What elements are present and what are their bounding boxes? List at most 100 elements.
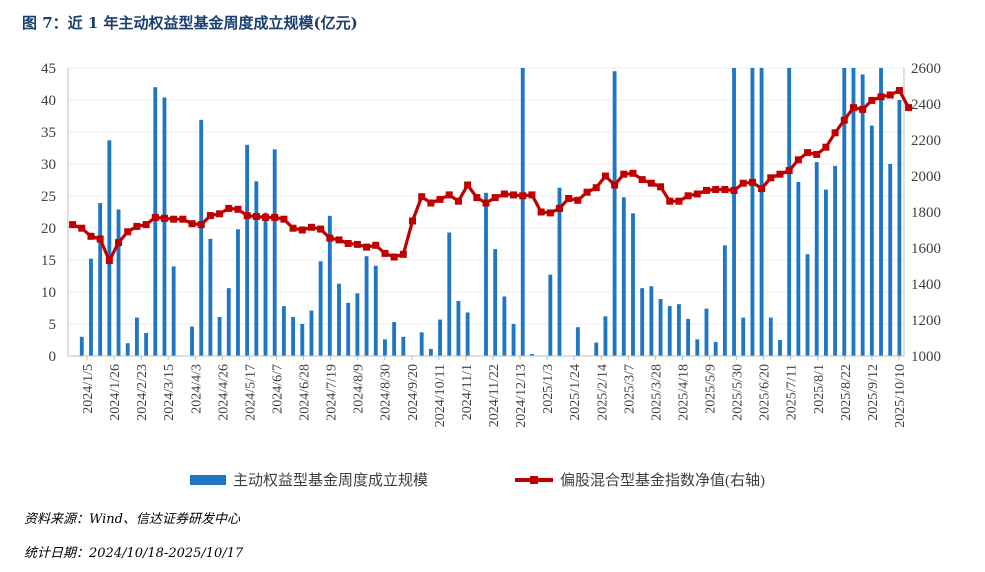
bar [879,68,883,356]
bar [530,354,534,356]
bar [511,324,516,356]
line-point [445,191,453,199]
line-point [583,188,591,196]
bar [520,68,525,356]
bar [364,256,369,356]
bar [153,87,158,356]
x-tick-label: 2024/12/13 [514,364,529,428]
bar [309,310,314,356]
line-point [565,195,573,202]
bar [594,342,599,356]
bar [741,317,746,356]
line-point [813,150,821,158]
line-point [188,220,196,228]
line-point [785,167,793,175]
line-point [409,217,417,225]
line-point [693,190,701,198]
line-point [105,257,113,265]
bar [851,68,856,356]
x-tick-label: 2024/4/3 [189,364,204,414]
line-point [684,192,692,200]
x-tick-label: 2025/6/20 [758,364,773,421]
line-point [151,213,159,221]
bar [116,209,121,356]
bar [337,283,341,356]
x-tick-label: 2024/8/9 [352,364,367,414]
y-left-tick-label: 5 [49,317,57,333]
line-point [160,214,168,222]
bar [603,316,608,356]
legend-line-marker [530,476,538,484]
line-point [849,104,857,112]
bar [428,348,433,356]
line-point [399,250,407,258]
bar [649,286,654,356]
x-tick-label: 2024/11/1 [460,364,475,420]
bar [897,100,902,356]
line-point [262,213,270,221]
line-point [620,170,628,178]
bar [575,327,580,356]
line-point [721,186,729,193]
line-point [289,224,297,232]
line-point [225,204,233,212]
line-point [748,178,756,186]
line-point [436,195,444,203]
line-point [859,105,867,113]
bar [796,181,801,356]
bar [704,308,709,356]
line-point [454,197,462,205]
line-point [794,156,802,164]
bar [318,261,323,356]
bar [226,288,231,356]
source-note: 资料来源：Wind、信达证券研发中心 [24,512,240,527]
line-point [464,181,472,189]
line-point [702,186,710,194]
x-tick-label: 2024/1/26 [108,364,123,421]
bar [401,336,406,356]
x-tick-label: 2024/2/23 [135,364,150,421]
bar [438,319,442,356]
y-right-tick-label: 1800 [911,205,941,221]
date-note: 统计日期：2024/10/18-2025/10/17 [24,546,244,561]
line-point [895,87,903,94]
line-point [804,149,812,157]
bar [502,296,507,356]
y-right-tick-label: 1600 [911,241,941,257]
x-tick-label: 2025/2/14 [595,364,610,421]
line-point [730,186,738,194]
line-point [418,193,426,201]
bar [89,258,93,356]
legend-line-label: 偏股混合型基金指数净值(右轴) [560,472,765,489]
line-point [537,208,545,216]
x-tick-label: 2025/9/12 [866,364,881,421]
bar [171,266,176,356]
line-point [298,226,306,234]
line-point [657,183,665,191]
y-right-tick-labels: 1000 1200 1400 1600 1800 2000 2200 2400 2600 [911,61,941,365]
line-point [243,212,251,220]
bar [759,68,764,356]
x-tick-label: 2025/10/10 [893,364,908,428]
line-point [96,235,104,243]
line-point [886,91,894,99]
line-point [482,199,490,207]
bar [162,97,167,356]
bar [346,302,351,356]
y-right-tick-label: 2400 [911,97,941,113]
bar [787,68,792,356]
bar [658,299,663,356]
x-tick-label: 2025/5/30 [731,364,746,421]
bar [484,192,488,356]
bar [254,181,259,356]
bar [447,232,452,356]
line-point [905,104,913,112]
line-point [69,221,77,229]
y-left-tick-label: 25 [41,189,56,205]
line-point [574,196,582,204]
axes [67,68,905,357]
line-point [363,243,371,251]
x-tick-labels: 2024/1/5 2024/1/26 2024/2/23 2024/3/15 2024/… [81,356,908,428]
y-right-tick-label: 1200 [911,313,941,329]
